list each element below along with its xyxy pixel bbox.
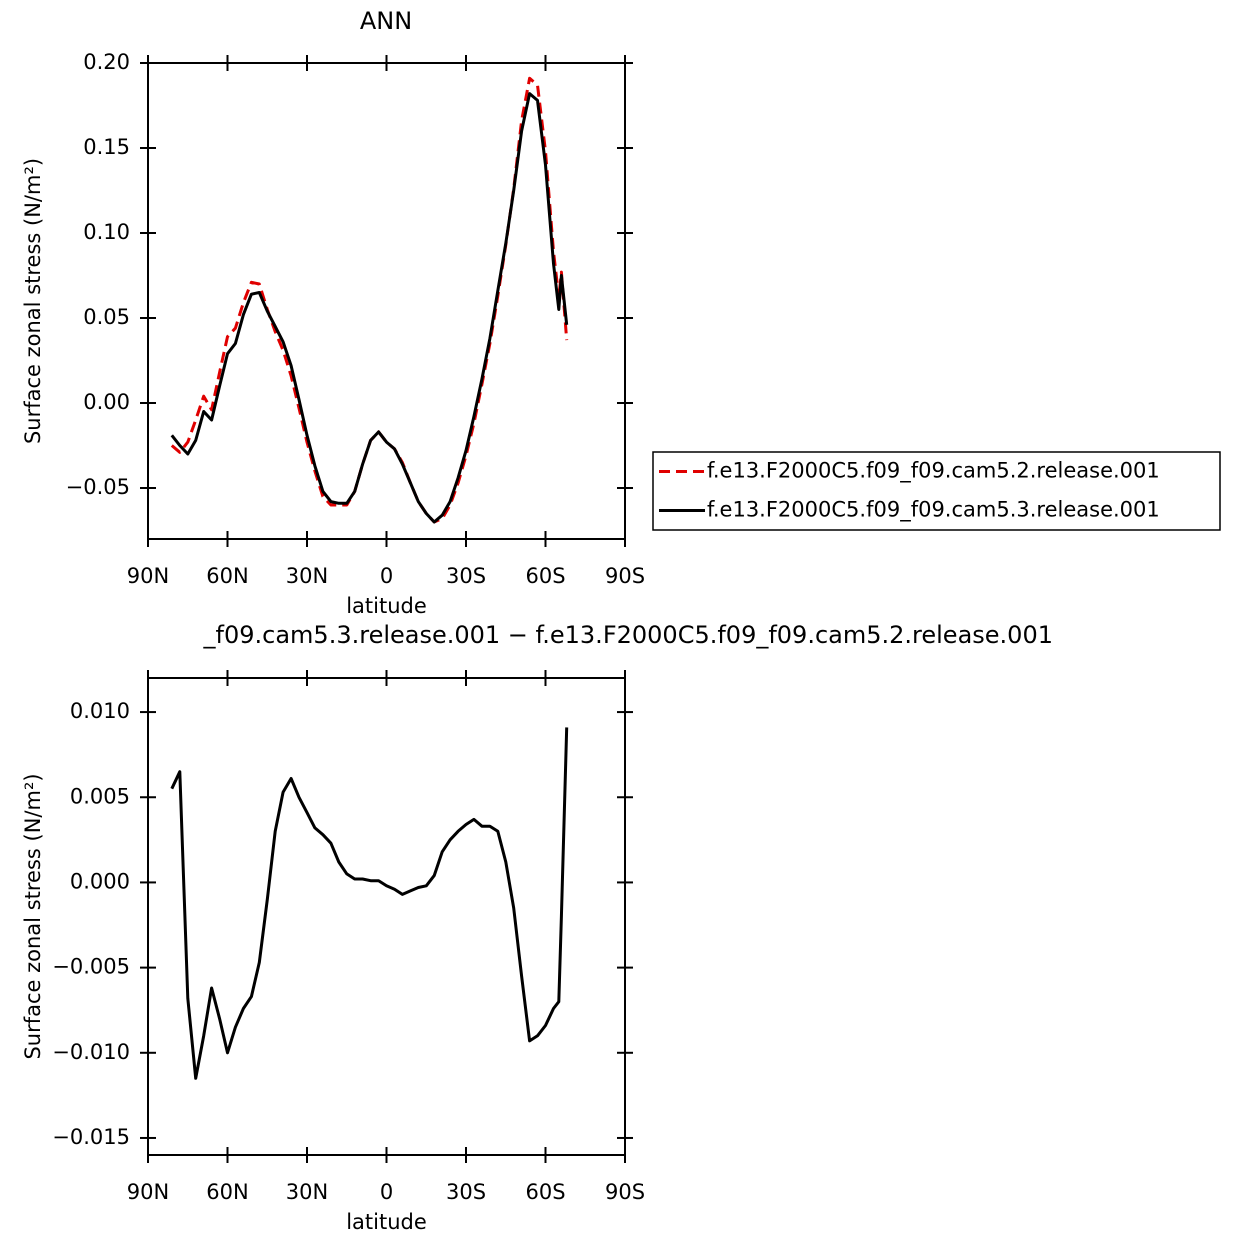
data-line bbox=[170, 727, 569, 1080]
legend-label: f.e13.F2000C5.f09_f09.cam5.3.release.001 bbox=[707, 498, 1160, 523]
x-tick-label: 30N bbox=[286, 564, 328, 588]
x-tick-label: 0 bbox=[380, 1180, 393, 1204]
x-tick-label: 60S bbox=[525, 564, 565, 588]
data-line bbox=[170, 76, 569, 524]
y-axis-label: Surface zonal stress (N/m²) bbox=[21, 158, 45, 444]
y-tick-label: 0.00 bbox=[83, 390, 130, 414]
y-tick-label: 0.15 bbox=[83, 135, 130, 159]
plot-frame bbox=[147, 677, 626, 1156]
chart-title: _f09.cam5.3.release.001 − f.e13.F2000C5.… bbox=[203, 621, 1053, 649]
x-tick-label: 60N bbox=[206, 1180, 248, 1204]
x-tick-label: 30N bbox=[286, 1180, 328, 1204]
y-tick-label: 0.010 bbox=[70, 699, 130, 723]
x-tick-label: 0 bbox=[380, 564, 393, 588]
x-tick-label: 90S bbox=[605, 564, 645, 588]
legend-box bbox=[652, 451, 1221, 531]
data-line bbox=[170, 92, 569, 524]
x-tick-label: 60S bbox=[525, 1180, 565, 1204]
y-tick-label: −0.015 bbox=[52, 1125, 130, 1149]
x-tick-label: 30S bbox=[446, 1180, 486, 1204]
legend-label: f.e13.F2000C5.f09_f09.cam5.2.release.001 bbox=[707, 459, 1160, 484]
plot-frame bbox=[147, 62, 626, 540]
y-tick-label: 0.10 bbox=[83, 220, 130, 244]
chart-title: ANN bbox=[360, 7, 412, 35]
x-axis-label: latitude bbox=[346, 1210, 427, 1234]
y-axis-label: Surface zonal stress (N/m²) bbox=[21, 773, 45, 1059]
x-axis-label: latitude bbox=[346, 594, 427, 618]
x-tick-label: 90N bbox=[127, 1180, 169, 1204]
y-tick-label: 0.20 bbox=[83, 50, 130, 74]
y-tick-label: −0.05 bbox=[66, 475, 130, 499]
x-tick-label: 90N bbox=[127, 564, 169, 588]
x-tick-label: 90S bbox=[605, 1180, 645, 1204]
y-tick-label: 0.005 bbox=[70, 784, 130, 808]
x-tick-label: 60N bbox=[206, 564, 248, 588]
y-tick-label: 0.05 bbox=[83, 305, 130, 329]
y-tick-label: −0.010 bbox=[52, 1040, 130, 1064]
y-tick-label: 0.000 bbox=[70, 869, 130, 893]
y-tick-label: −0.005 bbox=[52, 955, 130, 979]
x-tick-label: 30S bbox=[446, 564, 486, 588]
